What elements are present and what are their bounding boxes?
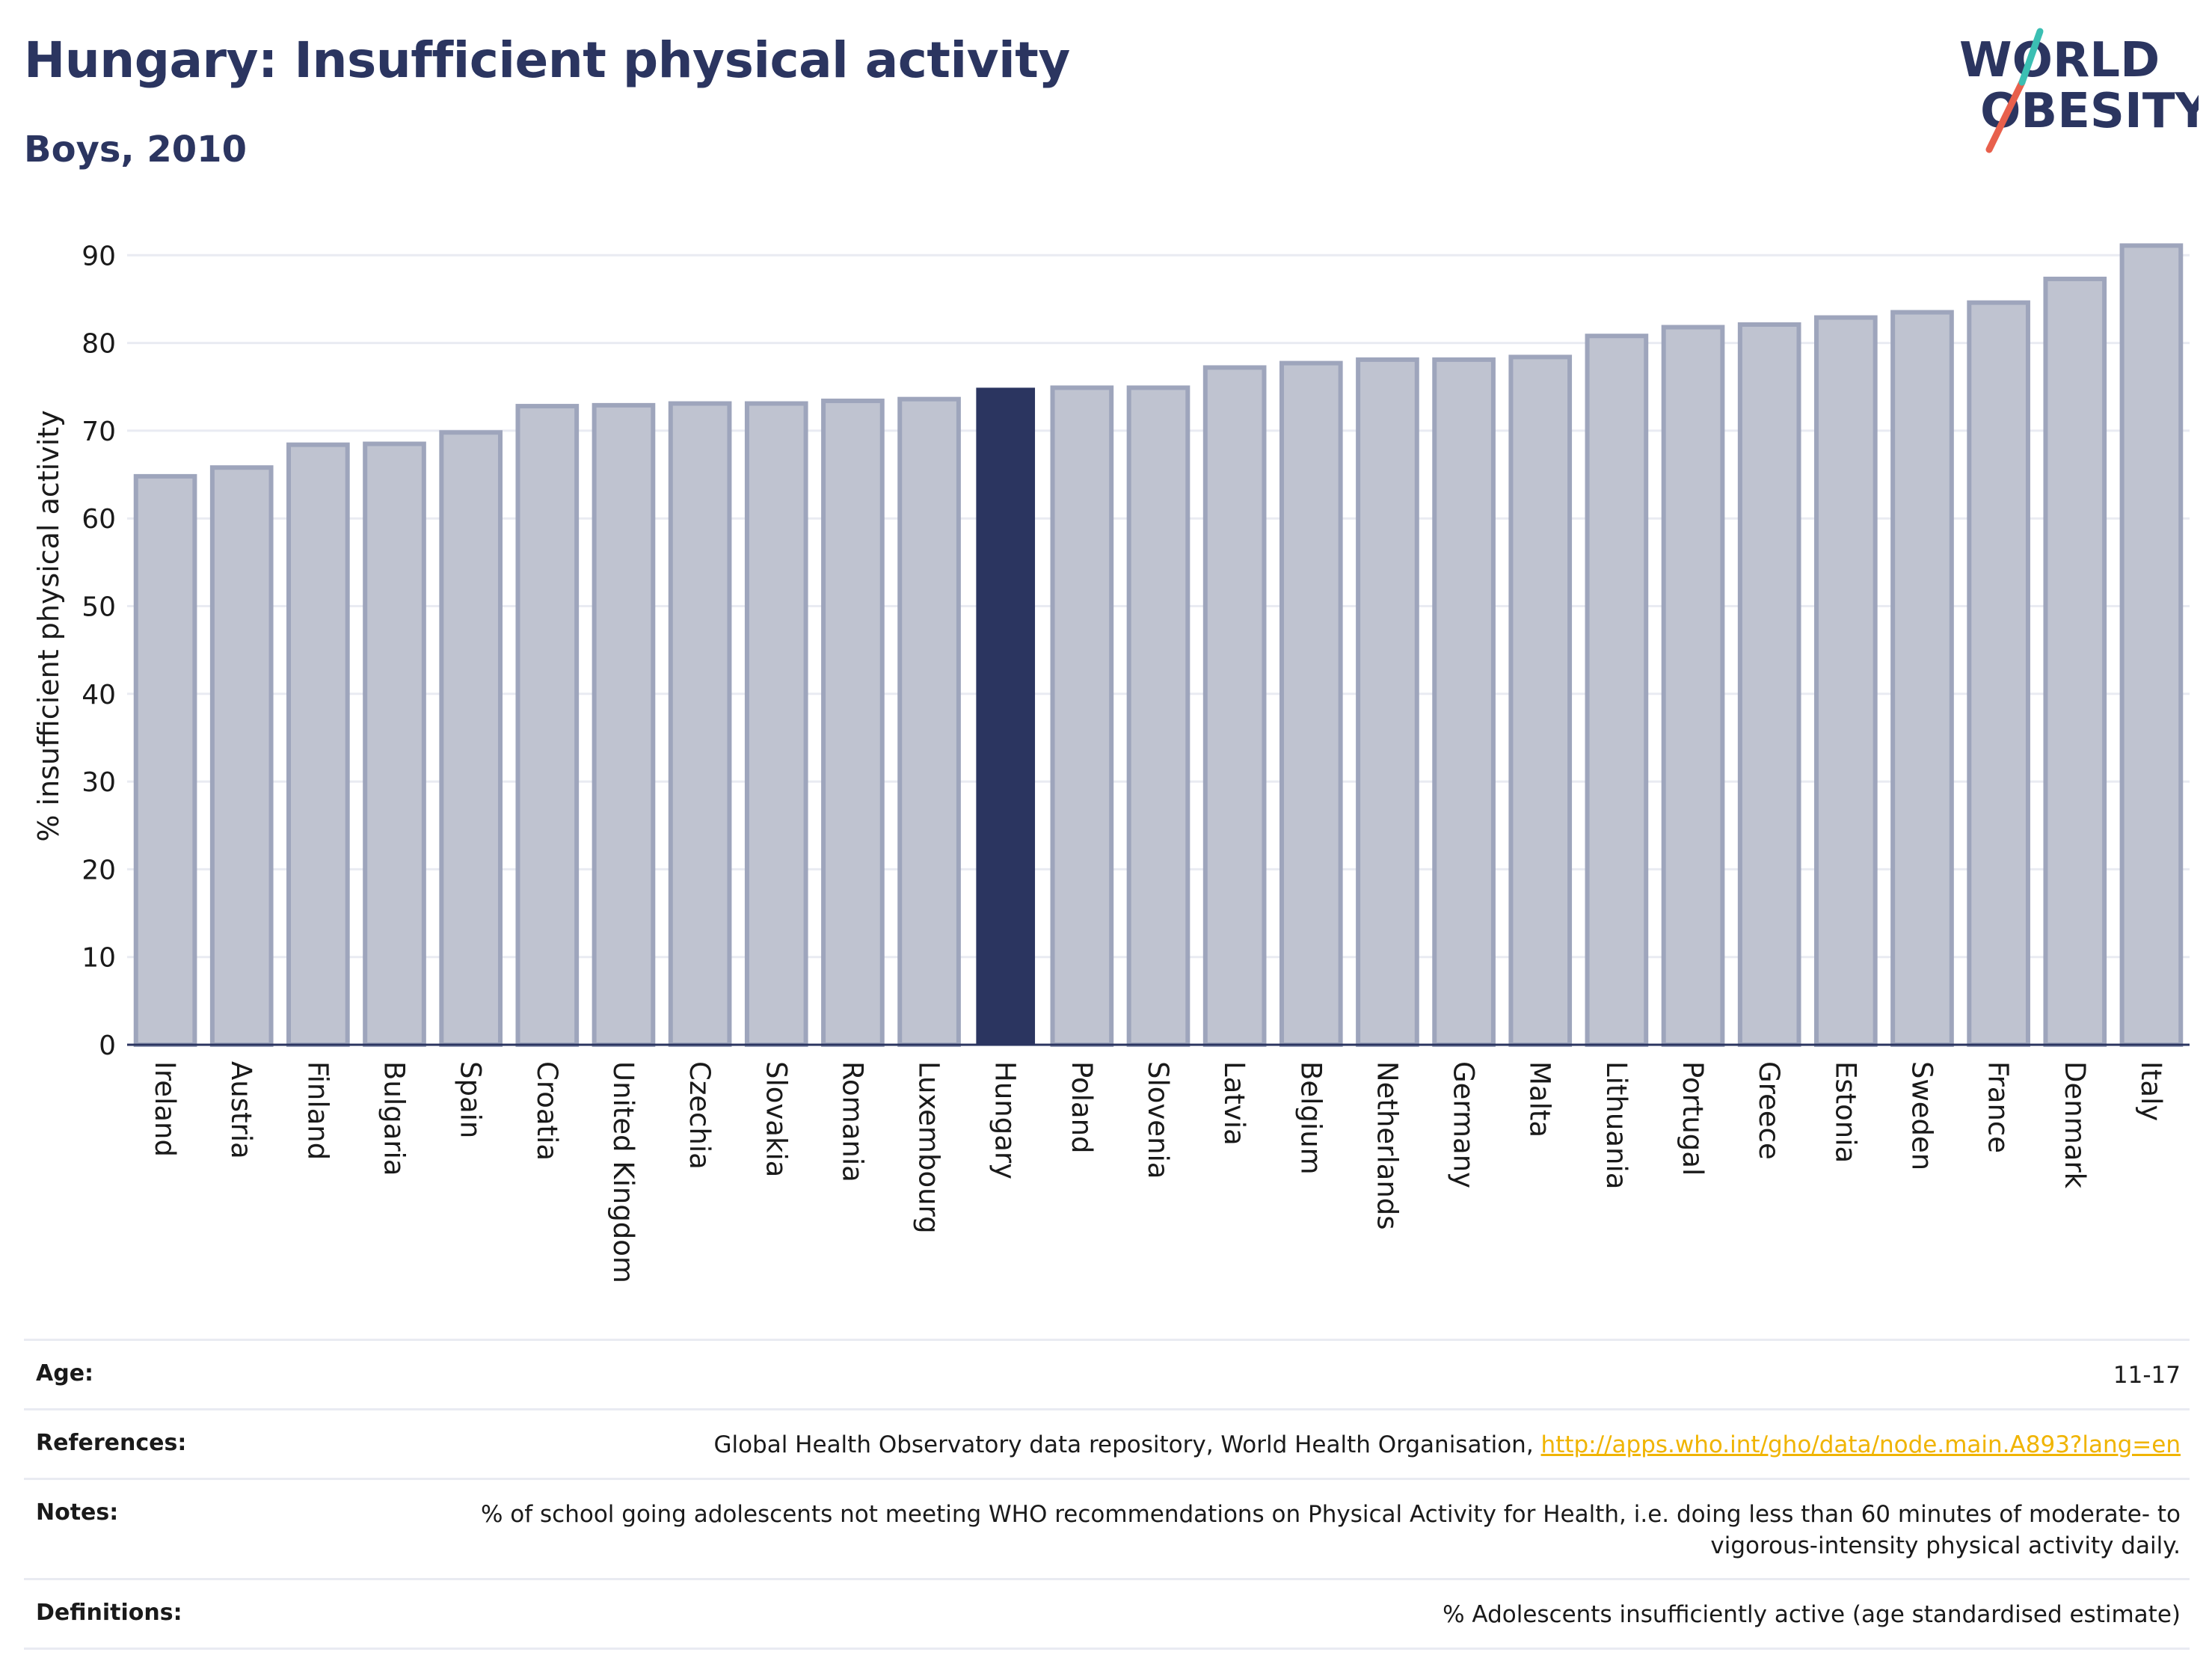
bar-netherlands (1356, 357, 1419, 1047)
y-tick-label: 40 (82, 680, 116, 710)
meta-label: Age: (36, 1360, 94, 1387)
x-tick-label: Luxembourg (913, 1061, 945, 1234)
bar-estonia (1814, 315, 1878, 1047)
y-tick-label: 60 (82, 504, 116, 535)
x-tick-label: Slovakia (760, 1061, 792, 1177)
bar-portugal (1661, 325, 1725, 1047)
x-axis-labels: Ireland Austria Finland Bulgaria Spain Croati… (149, 1061, 2167, 1283)
y-tick-label: 0 (99, 1031, 116, 1061)
bar-germany (1432, 357, 1496, 1047)
x-tick-label: Hungary (989, 1061, 1021, 1179)
meta-row-age: Age: 11-17 (24, 1339, 2190, 1408)
meta-value: 11-17 (2113, 1362, 2181, 1389)
y-tick-label: 70 (82, 417, 116, 447)
bar-italy (2119, 243, 2184, 1048)
references-text: Global Health Observatory data repositor… (713, 1431, 1534, 1458)
x-tick-label: France (1982, 1061, 2015, 1153)
bar-slovakia (744, 401, 808, 1047)
chart-title: Hungary: Insufficient physical activity (24, 31, 1070, 89)
x-tick-label: Netherlands (1371, 1061, 1403, 1230)
bar-lithuania (1585, 334, 1649, 1047)
meta-value: Global Health Observatory data repositor… (713, 1430, 2181, 1461)
x-tick-label: Bulgaria (378, 1061, 411, 1176)
x-tick-label: Czechia (683, 1061, 716, 1170)
meta-row-notes: Notes: % of school going adolescents not… (24, 1477, 2190, 1579)
x-tick-label: Estonia (1829, 1061, 1861, 1163)
bars (133, 243, 2184, 1048)
bar-belgium (1279, 360, 1343, 1048)
bar-latvia (1202, 365, 1267, 1048)
bar-france (1967, 300, 2030, 1047)
bar-sweden (1890, 310, 1954, 1048)
bar-romania (821, 399, 885, 1047)
x-tick-label: Greece (1753, 1061, 1785, 1160)
y-axis-ticks: 0 10 20 30 40 50 60 70 80 90 (82, 241, 116, 1061)
x-tick-label: Italy (2135, 1061, 2167, 1121)
x-tick-label: Austria (225, 1061, 257, 1159)
meta-label: Notes: (36, 1499, 119, 1526)
x-tick-label: Poland (1066, 1061, 1098, 1154)
chart-subtitle: Boys, 2010 (24, 129, 247, 171)
y-tick-label: 10 (82, 943, 116, 974)
bar-poland (1050, 385, 1114, 1047)
x-tick-label: Slovenia (1142, 1061, 1174, 1179)
logo-line1: WORLD (1959, 33, 2160, 88)
bar-luxembourg (897, 396, 961, 1047)
meta-row-references: References: Global Health Observatory da… (24, 1407, 2190, 1478)
bar-malta (1508, 354, 1573, 1048)
x-tick-label: United Kingdom (607, 1061, 639, 1283)
bar-spain (439, 430, 503, 1047)
bar-austria (209, 465, 274, 1047)
references-link[interactable]: http://apps.who.int/gho/data/node.main.A… (1540, 1431, 2181, 1458)
meta-label: Definitions: (36, 1600, 182, 1627)
y-tick-label: 30 (82, 767, 116, 798)
x-tick-label: Finland (301, 1061, 334, 1160)
bar-chart: 0 10 20 30 40 50 60 70 80 90 Ireland Austria Finlan… (32, 241, 2190, 1283)
logo-slash-teal (2018, 28, 2044, 86)
meta-value: % Adolescents insufficiently active (age… (1443, 1601, 2181, 1629)
bar-finland (286, 442, 350, 1047)
bar-czechia (668, 401, 732, 1047)
x-tick-label: Ireland (149, 1061, 181, 1157)
x-tick-label: Belgium (1294, 1061, 1327, 1175)
meta-value: % of school going adolescents not meetin… (480, 1500, 2181, 1559)
meta-label: References: (36, 1429, 187, 1456)
bar-denmark (2043, 276, 2107, 1048)
x-tick-label: Croatia (531, 1061, 563, 1161)
x-tick-label: Latvia (1218, 1061, 1250, 1146)
x-tick-label: Romania (836, 1061, 868, 1182)
y-tick-label: 90 (82, 241, 116, 271)
bar-ireland (133, 473, 197, 1047)
x-tick-label: Germany (1448, 1061, 1480, 1188)
y-tick-label: 20 (82, 855, 116, 885)
bar-croatia (515, 404, 580, 1047)
bar-united-kingdom (592, 402, 656, 1047)
x-tick-label: Malta (1524, 1061, 1556, 1137)
bar-greece (1737, 322, 1801, 1048)
bar-bulgaria (363, 441, 426, 1047)
y-tick-label: 80 (82, 329, 116, 360)
meta-row-definitions: Definitions: % Adolescents insufficientl… (24, 1578, 2190, 1651)
metadata-table: Age: 11-17 References: Global Health Obs… (24, 1339, 2190, 1651)
world-obesity-logo: WORLD OBESITY (1959, 28, 2199, 153)
y-tick-label: 50 (82, 592, 116, 623)
x-tick-label: Portugal (1677, 1061, 1709, 1176)
y-axis-label: % insufficient physical activity (32, 410, 65, 841)
bar-slovenia (1126, 385, 1191, 1047)
x-tick-label: Spain (455, 1061, 487, 1138)
x-tick-label: Lithuania (1600, 1061, 1632, 1189)
x-tick-label: Sweden (1905, 1061, 1938, 1170)
x-tick-label: Denmark (2059, 1061, 2091, 1189)
logo-slash-red (1985, 79, 2026, 153)
bar-hungary (976, 387, 1036, 1045)
